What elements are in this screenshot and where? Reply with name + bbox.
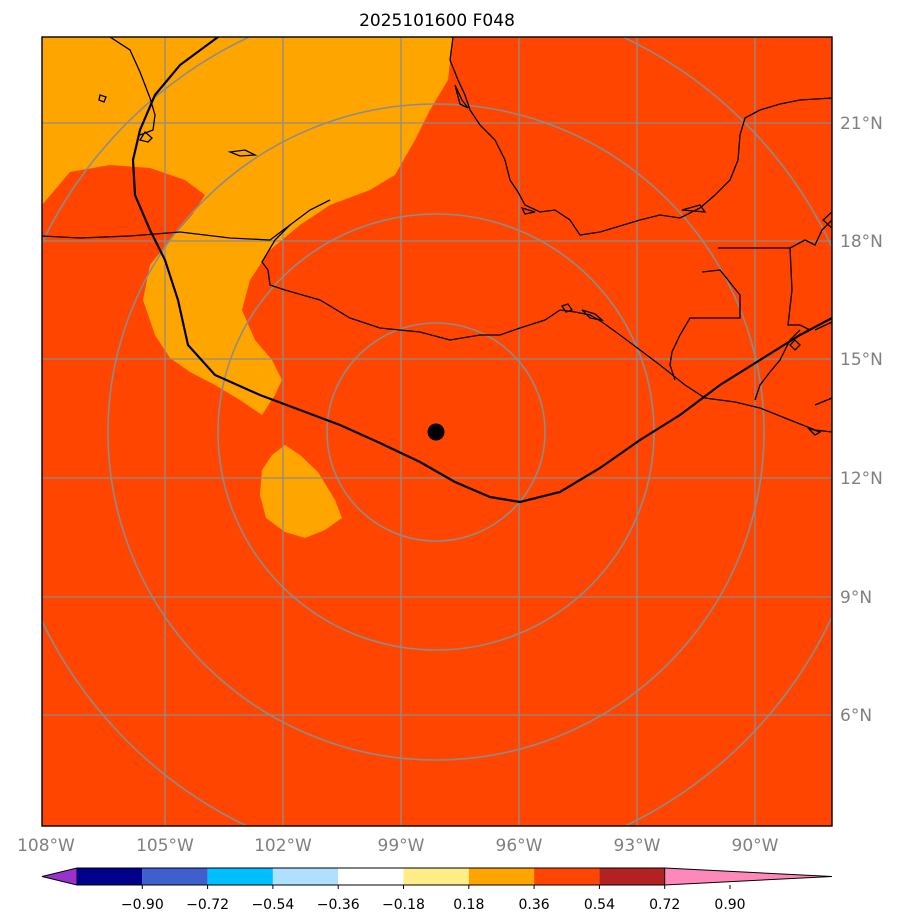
colorbar-tick-label: 0.18 [453, 897, 484, 913]
lat-labels: 21°N 18°N 15°N 12°N 9°N 6°N [840, 114, 883, 726]
colorbar-box [142, 868, 208, 885]
colorbar-tick-label: −0.54 [251, 897, 294, 913]
map-area [42, 37, 832, 826]
lat-label-12n: 12°N [840, 469, 883, 489]
colorbar-tick-label: −0.36 [317, 897, 360, 913]
lat-label-21n: 21°N [840, 114, 883, 134]
colorbar-tick-label: 0.36 [519, 897, 550, 913]
colorbar-tick-label: 0.90 [714, 897, 745, 913]
colorbar-extend-low [41, 867, 78, 886]
coastlines [42, 37, 832, 436]
colorbar-tick-label: −0.72 [186, 897, 229, 913]
lon-labels: 108°W 105°W 102°W 99°W 96°W 93°W 90°W [17, 836, 779, 856]
colorbar-box [534, 868, 600, 885]
map-title: 2025101600 F048 [359, 11, 515, 31]
colorbar-box [77, 868, 143, 885]
map-frame [41, 36, 833, 827]
lon-label-96w: 96°W [496, 836, 543, 856]
colorbar-tick-label: −0.90 [121, 897, 164, 913]
colorbar-tick-label: −0.18 [382, 897, 425, 913]
lon-label-102w: 102°W [254, 836, 312, 856]
lat-label-18n: 18°N [840, 232, 883, 252]
colorbar-tick-label: 0.54 [584, 897, 615, 913]
lon-label-99w: 99°W [378, 836, 425, 856]
storm-center-marker [427, 423, 445, 441]
lat-label-6n: 6°N [840, 706, 872, 726]
orange-region-island [260, 445, 342, 538]
lon-label-108w: 108°W [17, 836, 75, 856]
colorbar-box [599, 868, 665, 885]
range-rings [42, 37, 832, 826]
lat-label-15n: 15°N [840, 350, 883, 370]
lon-label-105w: 105°W [136, 836, 194, 856]
lon-label-93w: 93°W [614, 836, 661, 856]
graticule [42, 37, 832, 826]
colorbar-box [338, 868, 404, 885]
colorbar: −0.90 −0.72 −0.54 −0.36 −0.18 0.18 0.36 0.54 0.7… [41, 867, 833, 913]
colorbar-box [468, 868, 535, 885]
colorbar-box [403, 868, 469, 885]
colorbar-extend-high [664, 867, 833, 886]
colorbar-box [207, 868, 273, 885]
storm-track [131, 37, 832, 504]
lat-label-9n: 9°N [840, 588, 872, 608]
lon-label-90w: 90°W [732, 836, 779, 856]
colorbar-box [272, 868, 339, 885]
colorbar-tick-label: 0.72 [649, 897, 680, 913]
